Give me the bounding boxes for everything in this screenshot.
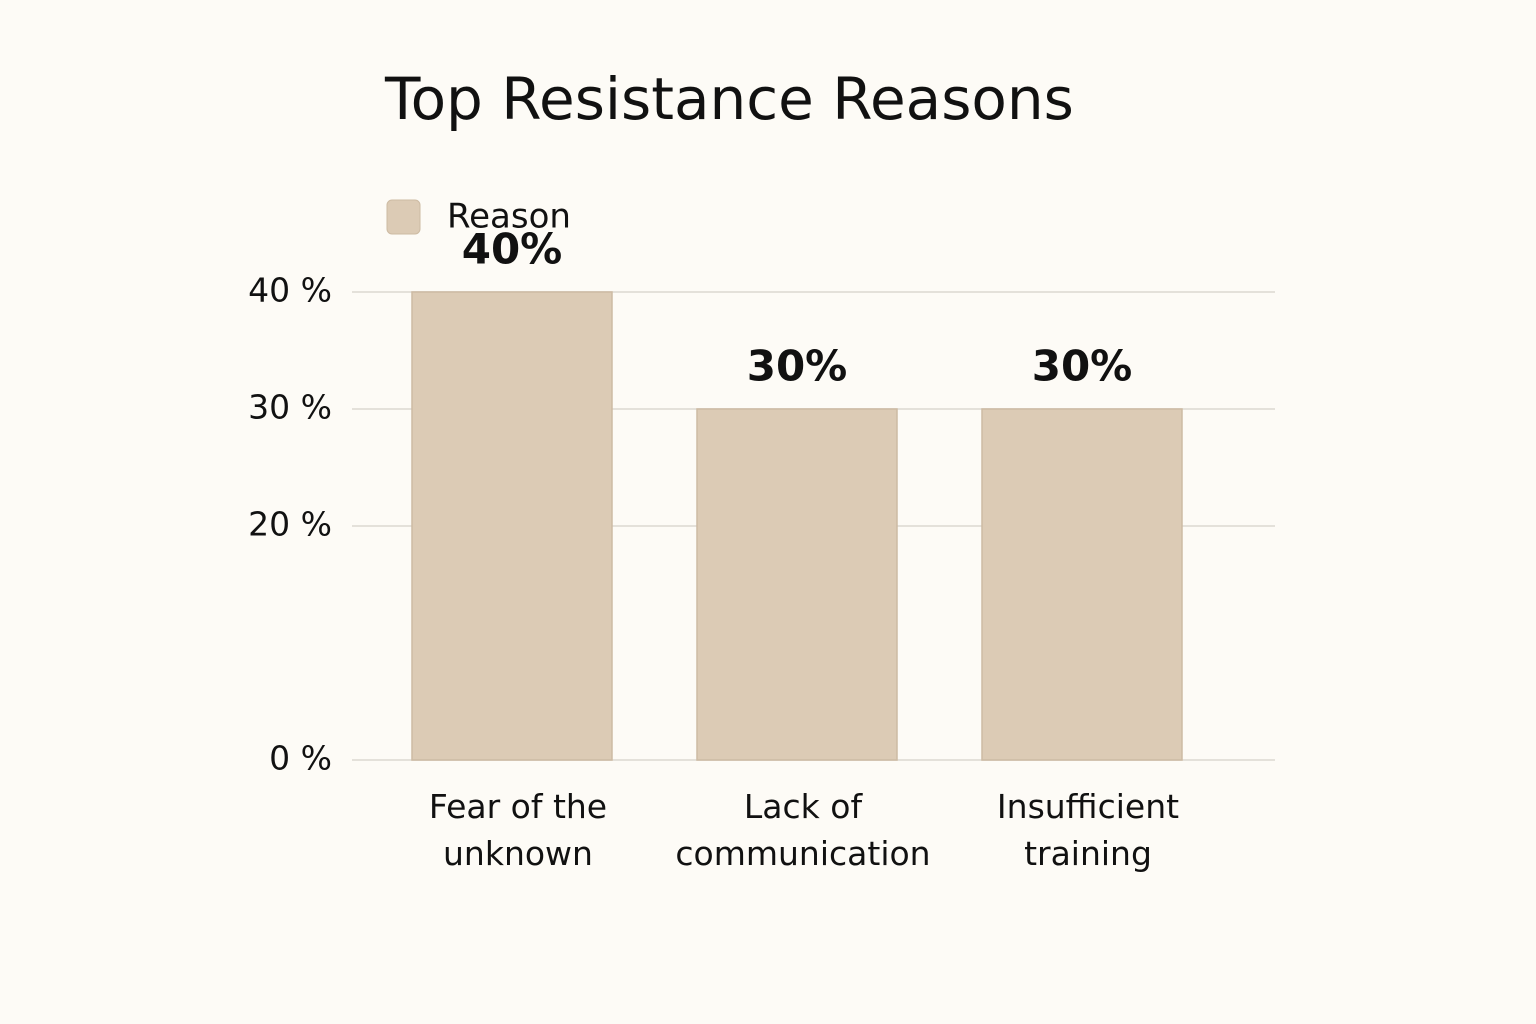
data-label: 40% — [462, 225, 563, 274]
y-tick-label: 40 % — [248, 271, 332, 310]
legend-swatch — [386, 199, 421, 235]
chart-title: Top Resistance Reasons — [384, 65, 1074, 133]
x-tick-label: Fear of the unknown — [428, 787, 608, 873]
y-tick-label: 0 % — [269, 739, 332, 778]
bar — [981, 408, 1183, 761]
data-label: 30% — [1032, 342, 1133, 391]
x-tick-label: Insufficient training — [996, 787, 1180, 873]
data-label: 30% — [747, 342, 848, 391]
y-tick-label: 20 % — [248, 505, 332, 544]
bar — [411, 291, 613, 761]
legend-label: Reason — [447, 197, 571, 237]
bar — [696, 408, 898, 761]
y-tick-label: 30 % — [248, 388, 332, 427]
x-tick-label: Lack of communication — [675, 787, 931, 873]
